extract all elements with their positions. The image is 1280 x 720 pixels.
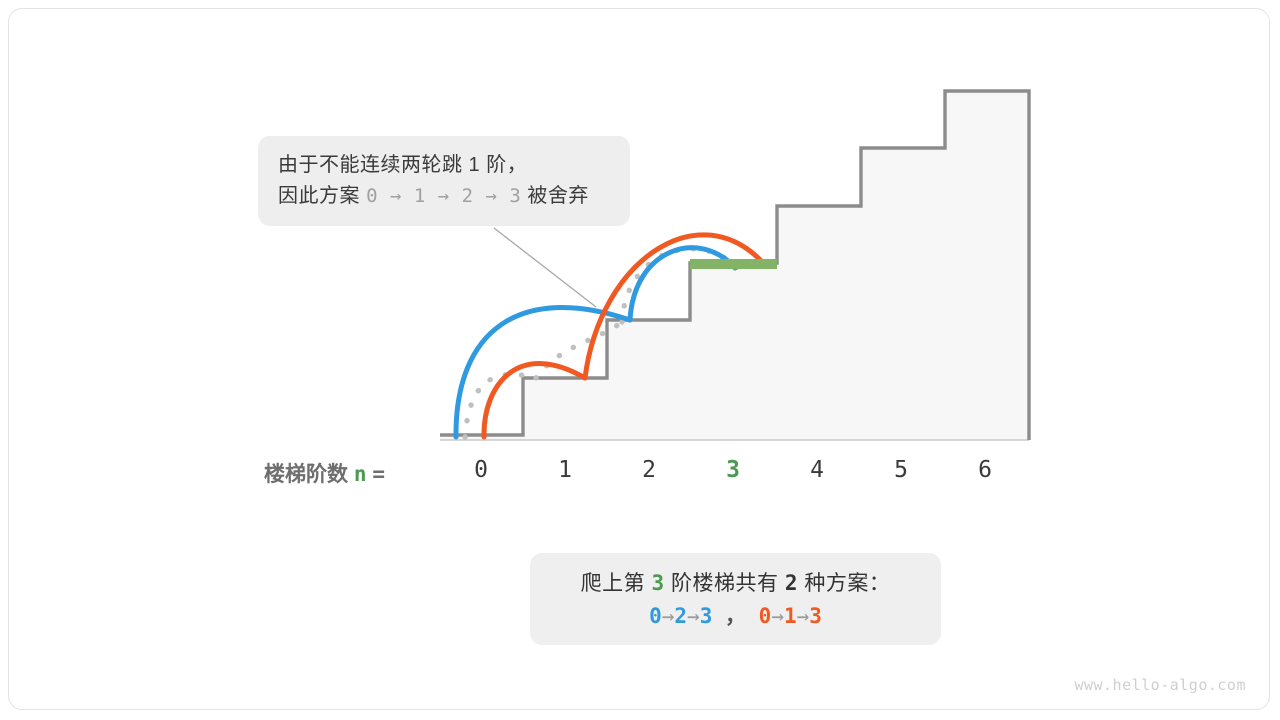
axis-tick-1: 1 [558,457,572,483]
result-caption: 爬上第 3 阶楼梯共有 2 种方案： 0→2→3 ， 0→1→3 [530,553,941,645]
caption-separator: ， [725,604,746,628]
blue-hop-0-2 [453,305,633,440]
orange-hop-1-3 [582,232,768,381]
note-leader-line [493,227,597,308]
plan1-node-1: 2 [674,604,688,628]
dotted-hop-0-1 [462,371,539,440]
plan1-node-2: 3 [699,604,713,628]
axis-title: 楼梯阶数 n = [264,458,385,488]
axis-label-row: 楼梯阶数 n = 0 1 2 3 4 5 6 [0,457,1280,492]
plan2-arrow-1: → [771,604,784,628]
orange-hop-0-1 [481,361,588,440]
caption-line-1: 爬上第 3 阶楼梯共有 2 种方案： [530,567,941,600]
plan2-node-1: 1 [783,604,797,628]
note-line-2-prefix: 因此方案 [278,185,360,207]
plan1-arrow-2: → [687,604,700,628]
note-line-1: 由于不能连续两轮跳 1 阶， [278,154,528,176]
axis-equals-sign: = [372,462,385,486]
axis-tick-6: 6 [978,457,992,483]
plan1-arrow-1: → [661,604,675,628]
caption-plan-count: 2 [784,571,798,595]
plan2-arrow-2: → [796,604,810,628]
caption-line-2: 0→2→3 ， 0→1→3 [530,600,941,632]
axis-tick-3: 3 [726,457,740,483]
caption-text-a: 爬上第 [580,572,646,595]
caption-step-number: 3 [651,571,665,595]
note-tooltip: 由于不能连续两轮跳 1 阶， 因此方案 0 → 1 → 2 → 3 被舍弃 [258,136,630,226]
axis-tick-4: 4 [810,457,824,483]
plan2-node-0: 0 [758,604,772,628]
blue-hop-2-3 [627,245,738,323]
axis-title-cn: 楼梯阶数 [264,463,348,486]
axis-tick-5: 5 [894,457,908,483]
axis-tick-0: 0 [474,457,488,483]
note-line-2-suffix: 被舍弃 [527,185,589,207]
note-discarded-path: 0 → 1 → 2 → 3 [366,185,522,207]
plan2-node-2: 3 [809,604,822,628]
axis-tick-2: 2 [642,457,656,483]
axis-variable-n: n [353,462,367,486]
caption-text-b: 阶楼梯共有 [671,572,779,595]
note-line-2: 因此方案 0 → 1 → 2 → 3 被舍弃 [278,181,612,212]
caption-text-c: 种方案： [804,572,891,595]
site-watermark: www.hello-algo.com [1074,676,1246,694]
orange-path [481,232,768,440]
blue-path [453,245,738,440]
plan1-node-0: 0 [649,604,662,628]
